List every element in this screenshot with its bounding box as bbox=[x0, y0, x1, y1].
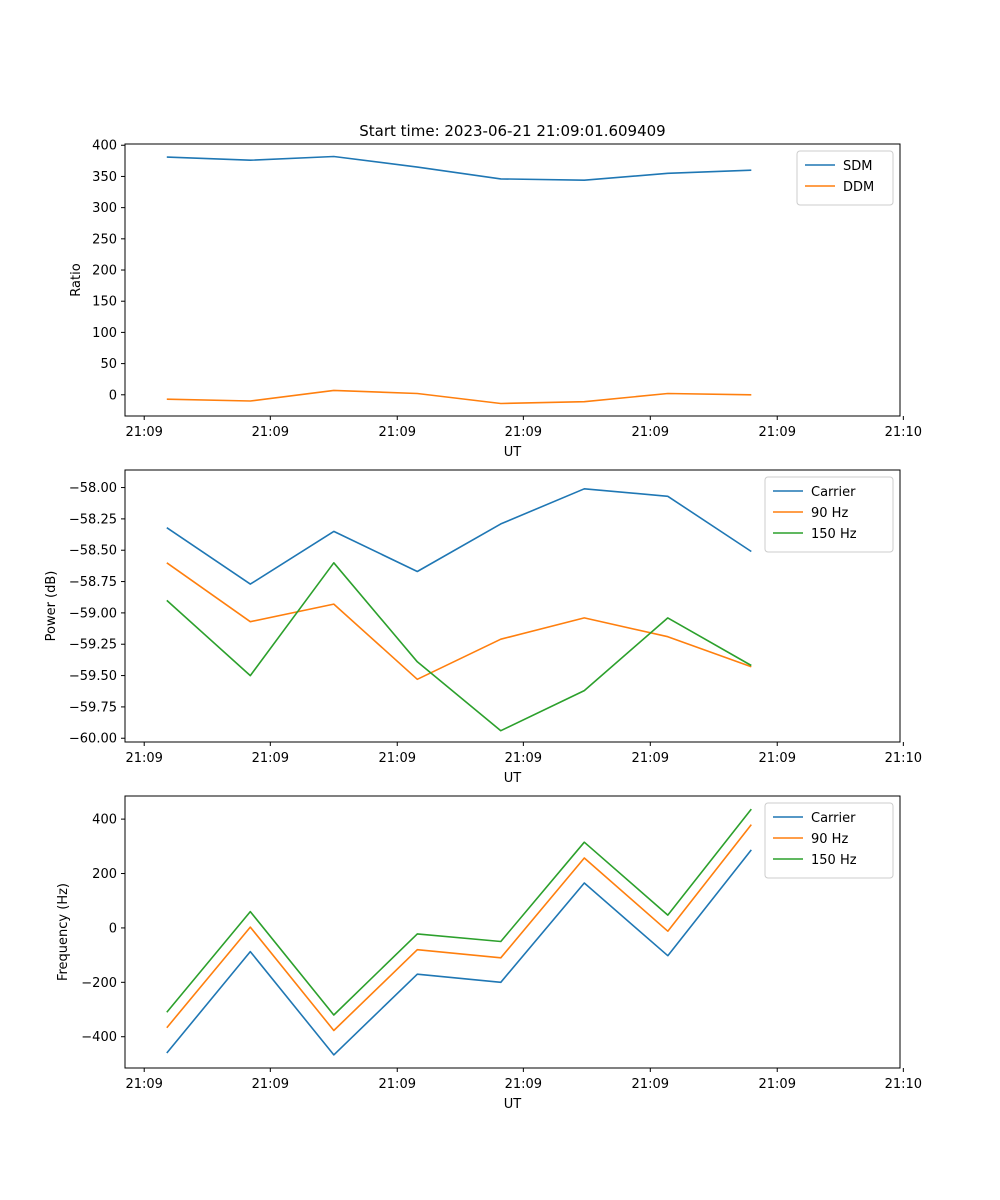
x-axis-label: UT bbox=[504, 771, 522, 786]
x-tick-label: 21:09 bbox=[759, 425, 796, 440]
y-tick-label: 300 bbox=[92, 201, 117, 216]
x-tick-label: 21:09 bbox=[252, 751, 289, 766]
x-tick-label: 21:09 bbox=[759, 751, 796, 766]
y-tick-label: 0 bbox=[109, 388, 117, 403]
x-tick-label: 21:09 bbox=[252, 425, 289, 440]
legend-label-90-hz: 90 Hz bbox=[811, 832, 848, 847]
x-tick-label: 21:10 bbox=[885, 751, 922, 766]
legend-label-carrier: Carrier bbox=[811, 485, 856, 500]
x-tick-label: 21:09 bbox=[505, 1077, 542, 1092]
series-line-90-hz bbox=[166, 562, 752, 681]
x-axis-label: UT bbox=[504, 445, 522, 460]
legend-label-sdm: SDM bbox=[843, 159, 872, 174]
series-line-150-hz bbox=[166, 808, 752, 1016]
x-tick-label: 21:09 bbox=[379, 751, 416, 766]
chart-panel-3: 21:09 21:09 21:09 21:09 21:09 21:09 21:10 −400 −… bbox=[56, 795, 922, 1112]
y-tick-label: −58.75 bbox=[69, 575, 117, 590]
x-tick-label: 21:09 bbox=[632, 751, 669, 766]
legend: Carrier 90 Hz 150 Hz bbox=[764, 476, 894, 553]
x-axis-label: UT bbox=[504, 1097, 522, 1112]
y-tick-label: 0 bbox=[109, 921, 117, 936]
axes-frame bbox=[124, 795, 901, 1069]
series-line-150-hz bbox=[166, 561, 752, 732]
y-tick-label: −59.50 bbox=[69, 669, 117, 684]
y-tick-label: 100 bbox=[92, 326, 117, 341]
chart-panel-1: 21:09 21:09 21:09 21:09 21:09 21:09 21:10 0 50 10… bbox=[69, 139, 922, 460]
y-tick-label: −59.25 bbox=[69, 638, 117, 653]
x-tick-label: 21:09 bbox=[632, 425, 669, 440]
y-tick-label: −200 bbox=[81, 976, 117, 991]
x-tick-label: 21:09 bbox=[252, 1077, 289, 1092]
x-tick-label: 21:09 bbox=[379, 1077, 416, 1092]
y-tick-label: 250 bbox=[92, 232, 117, 247]
figure-title: Start time: 2023-06-21 21:09:01.609409 bbox=[359, 122, 665, 140]
legend-label-150-hz: 150 Hz bbox=[811, 853, 857, 868]
x-tick-label: 21:09 bbox=[125, 1077, 162, 1092]
y-axis-label: Ratio bbox=[69, 263, 84, 296]
y-tick-label: −400 bbox=[81, 1030, 117, 1045]
legend: SDM DDM bbox=[796, 150, 894, 206]
series-line-90-hz bbox=[166, 824, 752, 1032]
series-line-ddm bbox=[166, 389, 752, 405]
x-tick-label: 21:09 bbox=[125, 751, 162, 766]
y-tick-label: −60.00 bbox=[69, 732, 117, 747]
legend: Carrier 90 Hz 150 Hz bbox=[764, 802, 894, 879]
y-tick-label: −58.50 bbox=[69, 544, 117, 559]
legend-label-150-hz: 150 Hz bbox=[811, 527, 857, 542]
x-tick-label: 21:09 bbox=[505, 751, 542, 766]
legend-label-carrier: Carrier bbox=[811, 811, 856, 826]
chart-panel-2: 21:09 21:09 21:09 21:09 21:09 21:09 21:10 −60.0… bbox=[44, 469, 922, 786]
y-tick-label: 150 bbox=[92, 295, 117, 310]
y-axis-label: Frequency (Hz) bbox=[56, 883, 71, 981]
x-tick-label: 21:10 bbox=[885, 1077, 922, 1092]
series-line-sdm bbox=[166, 155, 752, 181]
x-tick-label: 21:09 bbox=[505, 425, 542, 440]
axes-frame bbox=[124, 143, 901, 417]
y-axis-label: Power (dB) bbox=[44, 571, 59, 642]
y-tick-label: 200 bbox=[92, 867, 117, 882]
legend-label-ddm: DDM bbox=[843, 180, 874, 195]
x-tick-label: 21:09 bbox=[632, 1077, 669, 1092]
x-tick-label: 21:09 bbox=[125, 425, 162, 440]
x-tick-label: 21:09 bbox=[759, 1077, 796, 1092]
y-tick-label: 50 bbox=[100, 357, 117, 372]
y-tick-label: 400 bbox=[92, 139, 117, 154]
y-tick-label: 200 bbox=[92, 264, 117, 279]
y-tick-label: −58.00 bbox=[69, 481, 117, 496]
y-tick-label: −59.75 bbox=[69, 700, 117, 715]
y-tick-label: 350 bbox=[92, 170, 117, 185]
series-line-carrier bbox=[166, 487, 752, 585]
x-tick-label: 21:09 bbox=[379, 425, 416, 440]
y-tick-label: 400 bbox=[92, 813, 117, 828]
x-tick-label: 21:10 bbox=[885, 425, 922, 440]
axes-frame bbox=[124, 469, 901, 743]
legend-label-90-hz: 90 Hz bbox=[811, 506, 848, 521]
y-tick-label: −59.00 bbox=[69, 606, 117, 621]
y-tick-label: −58.25 bbox=[69, 512, 117, 527]
series-line-carrier bbox=[166, 849, 752, 1056]
